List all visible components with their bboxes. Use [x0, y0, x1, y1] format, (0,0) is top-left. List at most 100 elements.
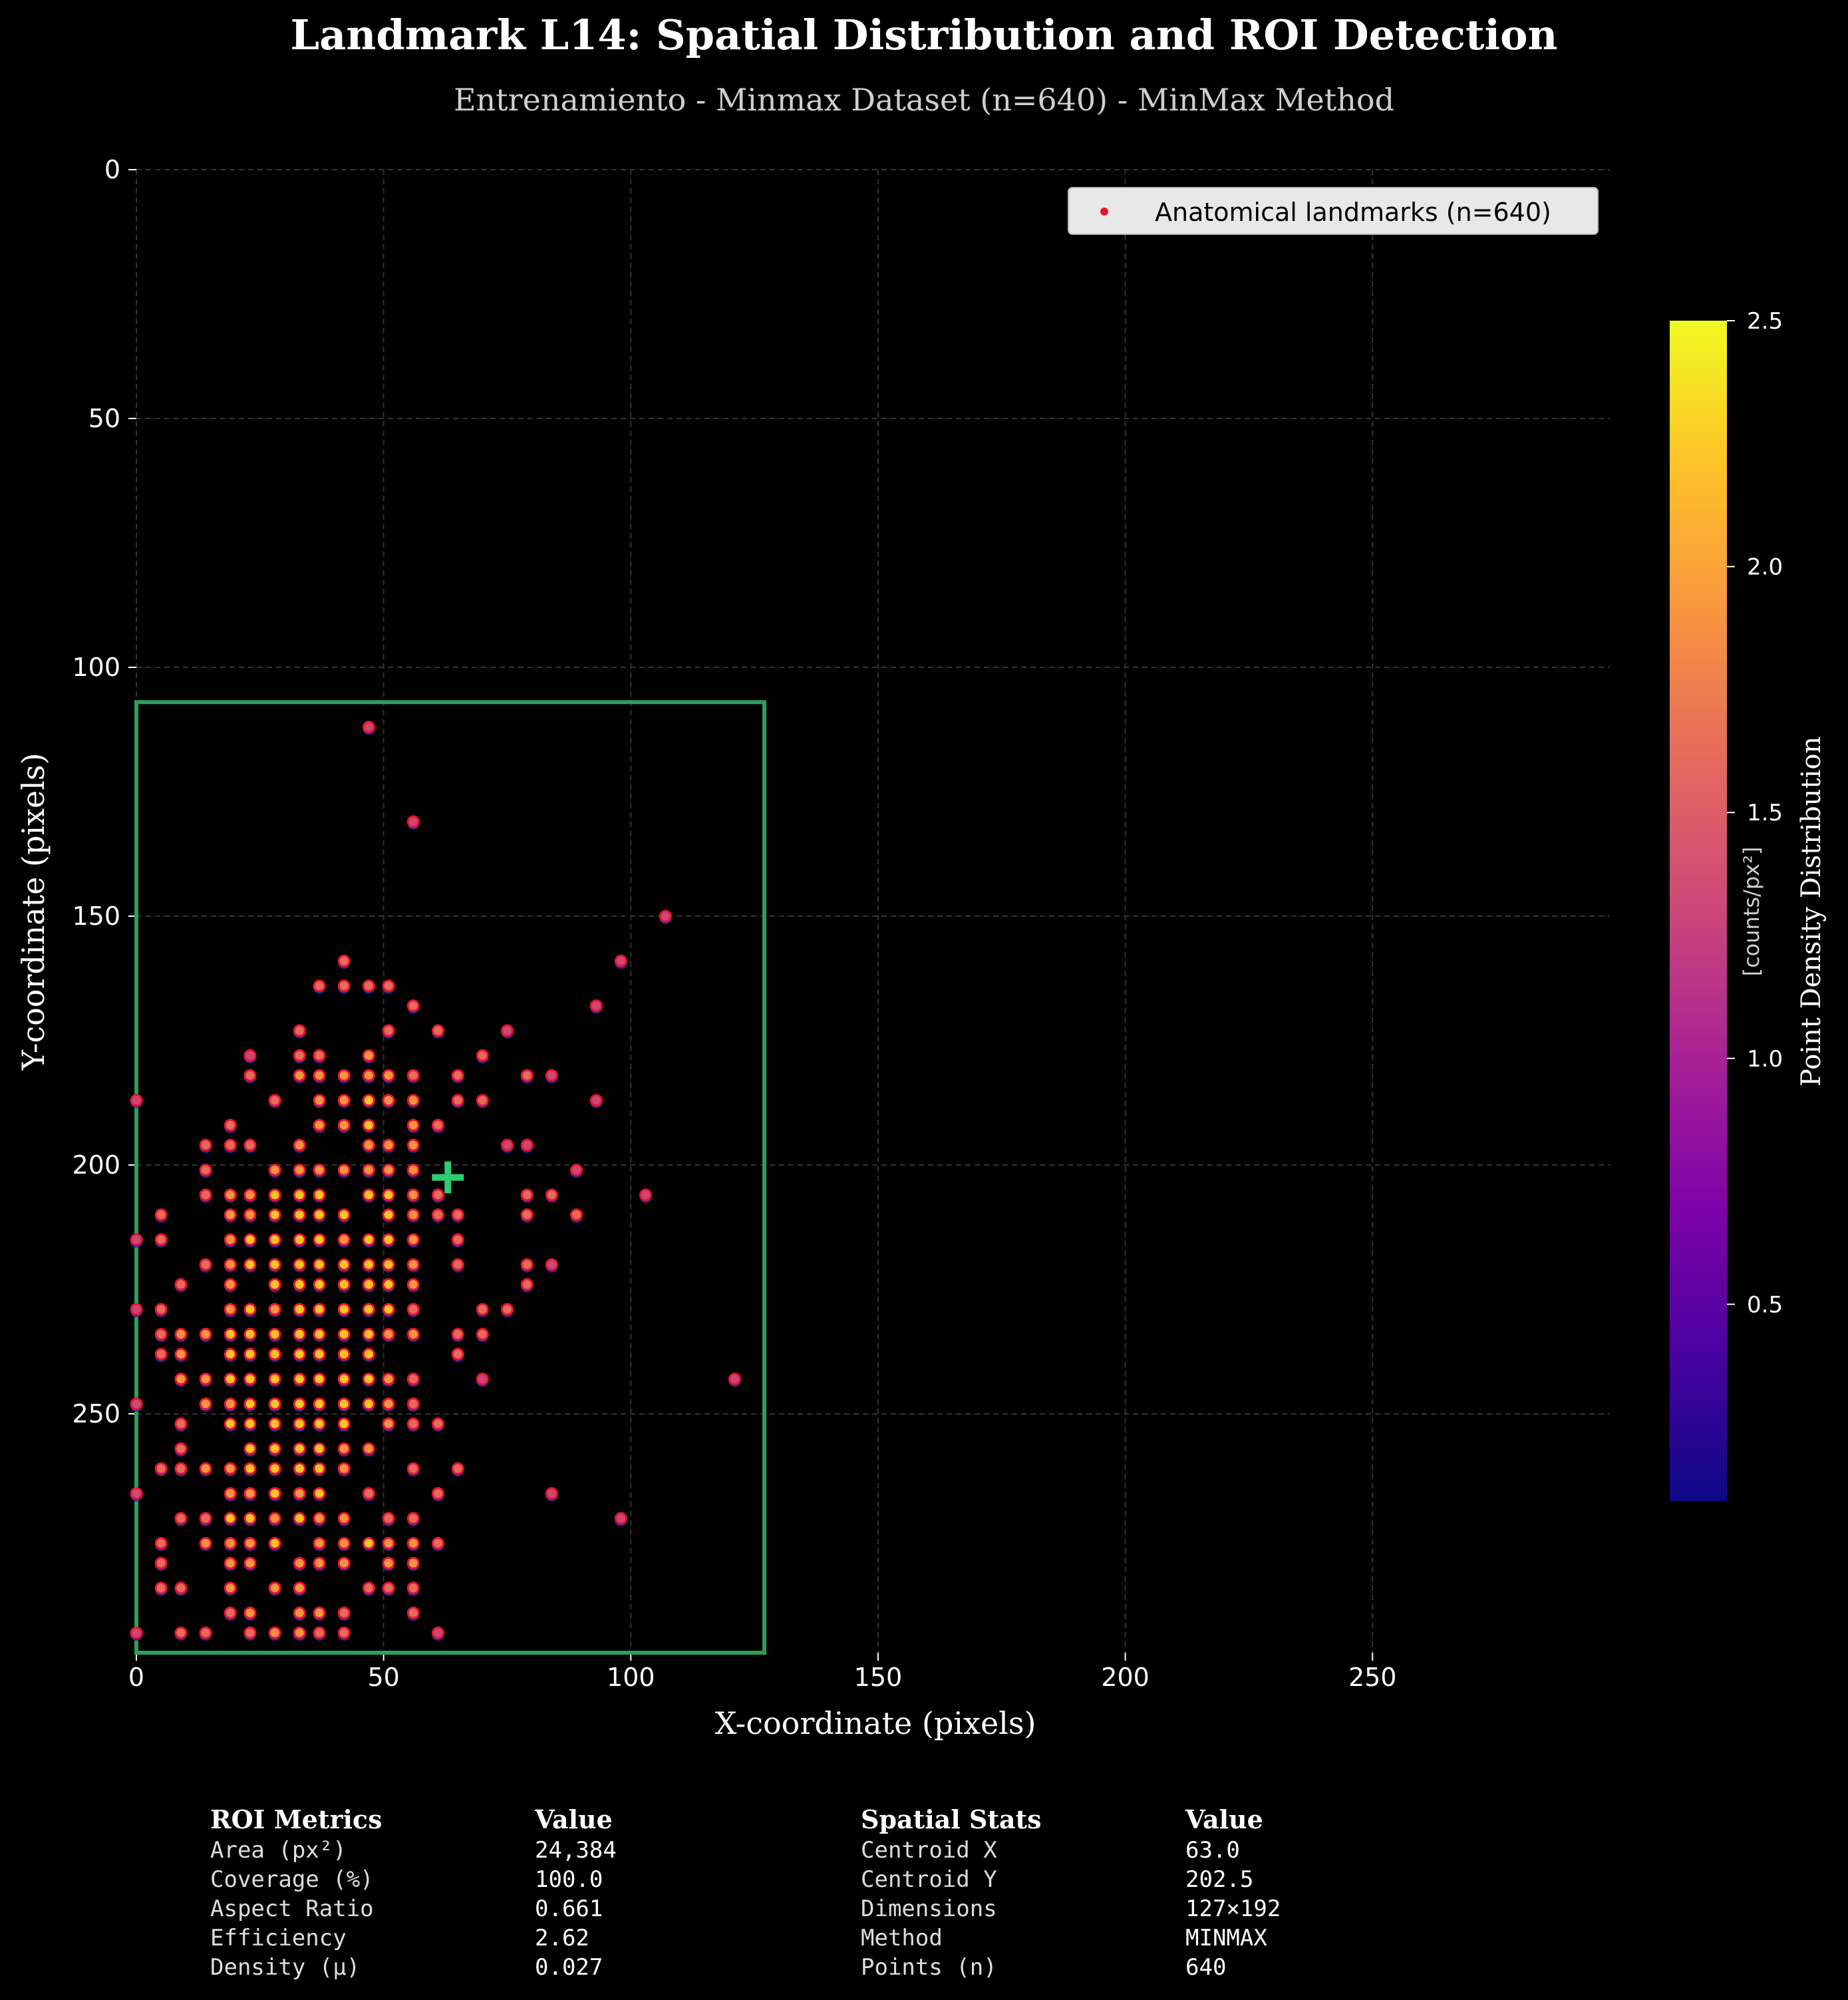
landmark-point — [362, 1277, 375, 1291]
landmark-point — [431, 1024, 444, 1037]
landmark-point — [406, 1373, 420, 1386]
landmark-point — [362, 1094, 375, 1107]
landmark-point — [337, 979, 351, 993]
landmark-point — [362, 1582, 375, 1595]
y-tick-label: 250 — [72, 1399, 120, 1428]
landmark-point — [224, 1347, 237, 1361]
landmark-point — [406, 1163, 420, 1176]
landmark-point — [406, 1118, 420, 1132]
landmark-point — [199, 1397, 212, 1411]
landmark-point — [268, 1417, 281, 1430]
landmark-point — [224, 1188, 237, 1202]
landmark-point — [406, 1233, 420, 1246]
landmark-point — [224, 1556, 237, 1570]
landmark-point — [174, 1373, 188, 1386]
landmark-point — [406, 1512, 420, 1525]
landmark-point — [476, 1373, 489, 1386]
chart-subtitle: Entrenamiento - Minmax Dataset (n=640) -… — [454, 82, 1394, 118]
landmark-point — [174, 1347, 188, 1361]
roi-metric-label: Coverage (%) — [210, 1866, 374, 1893]
landmark-point — [268, 1233, 281, 1246]
landmark-point — [500, 1024, 514, 1037]
spatial-stats-header: Spatial Stats — [861, 1804, 1041, 1834]
landmark-point — [154, 1233, 168, 1246]
landmark-point — [243, 1626, 257, 1639]
landmark-point — [313, 1397, 326, 1411]
landmark-point — [313, 1163, 326, 1176]
landmark-point — [313, 1303, 326, 1316]
y-tick-label: 0 — [104, 155, 120, 184]
landmark-point — [224, 1303, 237, 1316]
landmark-point — [406, 1258, 420, 1271]
landmark-point — [382, 1373, 395, 1386]
landmark-point — [313, 1606, 326, 1619]
landmark-point — [362, 1327, 375, 1341]
landmark-point — [362, 1397, 375, 1411]
landmark-point — [313, 1118, 326, 1132]
roi-metric-value: 24,384 — [535, 1837, 617, 1864]
landmark-point — [382, 1208, 395, 1222]
landmark-point — [431, 1626, 444, 1639]
landmark-point — [520, 1277, 534, 1291]
landmark-point — [382, 1163, 395, 1176]
landmark-point — [659, 910, 672, 923]
landmark-point — [224, 1258, 237, 1271]
roi-metric-value: 2.62 — [535, 1925, 589, 1951]
colorbar-tick-label: 2.5 — [1747, 308, 1783, 335]
landmark-point — [382, 979, 395, 993]
landmark-point — [243, 1347, 257, 1361]
roi-metric-label: Area (px²) — [210, 1837, 347, 1864]
spatial-stat-label: Dimensions — [861, 1896, 997, 1922]
landmark-point — [293, 1582, 306, 1595]
landmark-point — [406, 1277, 420, 1291]
landmark-point — [728, 1373, 741, 1386]
landmark-point — [268, 1512, 281, 1525]
landmark-point — [174, 1582, 188, 1595]
landmark-point — [243, 1417, 257, 1430]
landmark-point — [313, 1462, 326, 1475]
x-tick-label: 50 — [367, 1663, 399, 1692]
colorbar-tick-label: 1.5 — [1747, 800, 1783, 826]
landmark-point — [313, 1626, 326, 1639]
landmark-point — [243, 1069, 257, 1082]
landmark-point — [293, 1163, 306, 1176]
landmark-point — [243, 1373, 257, 1386]
landmark-point — [224, 1397, 237, 1411]
landmark-point — [224, 1487, 237, 1500]
landmark-point — [451, 1069, 464, 1082]
landmark-point — [130, 1397, 143, 1411]
landmark-point — [382, 1258, 395, 1271]
landmark-point — [243, 1327, 257, 1341]
landmark-point — [520, 1188, 534, 1202]
landmark-point — [337, 1442, 351, 1455]
landmark-point — [268, 1208, 281, 1222]
landmark-point — [293, 1606, 306, 1619]
y-axis-label: Y-coordinate (pixels) — [15, 752, 51, 1071]
landmark-point — [520, 1258, 534, 1271]
spatial-stat-value: 202.5 — [1185, 1866, 1253, 1893]
landmark-point — [174, 1512, 188, 1525]
landmark-point — [268, 1582, 281, 1595]
landmark-point — [243, 1233, 257, 1246]
landmark-point — [243, 1512, 257, 1525]
landmark-point — [313, 1094, 326, 1107]
landmark-point — [362, 1536, 375, 1550]
landmark-point — [313, 1417, 326, 1430]
landmark-point — [362, 979, 375, 993]
roi-rectangle — [134, 700, 766, 1655]
landmark-point — [174, 1442, 188, 1455]
landmark-point — [337, 1512, 351, 1525]
landmark-point — [243, 1606, 257, 1619]
spatial-stat-value: 127×192 — [1185, 1896, 1281, 1922]
landmark-point — [431, 1487, 444, 1500]
landmark-point — [224, 1536, 237, 1550]
landmark-point — [293, 1277, 306, 1291]
landmark-point — [243, 1049, 257, 1062]
landmark-point — [406, 1303, 420, 1316]
landmark-point — [337, 954, 351, 967]
landmark-point — [362, 1258, 375, 1271]
landmark-point — [337, 1626, 351, 1639]
grid-lines — [136, 169, 1610, 1653]
landmark-point — [500, 1138, 514, 1152]
roi-value-header: Value — [534, 1804, 613, 1834]
